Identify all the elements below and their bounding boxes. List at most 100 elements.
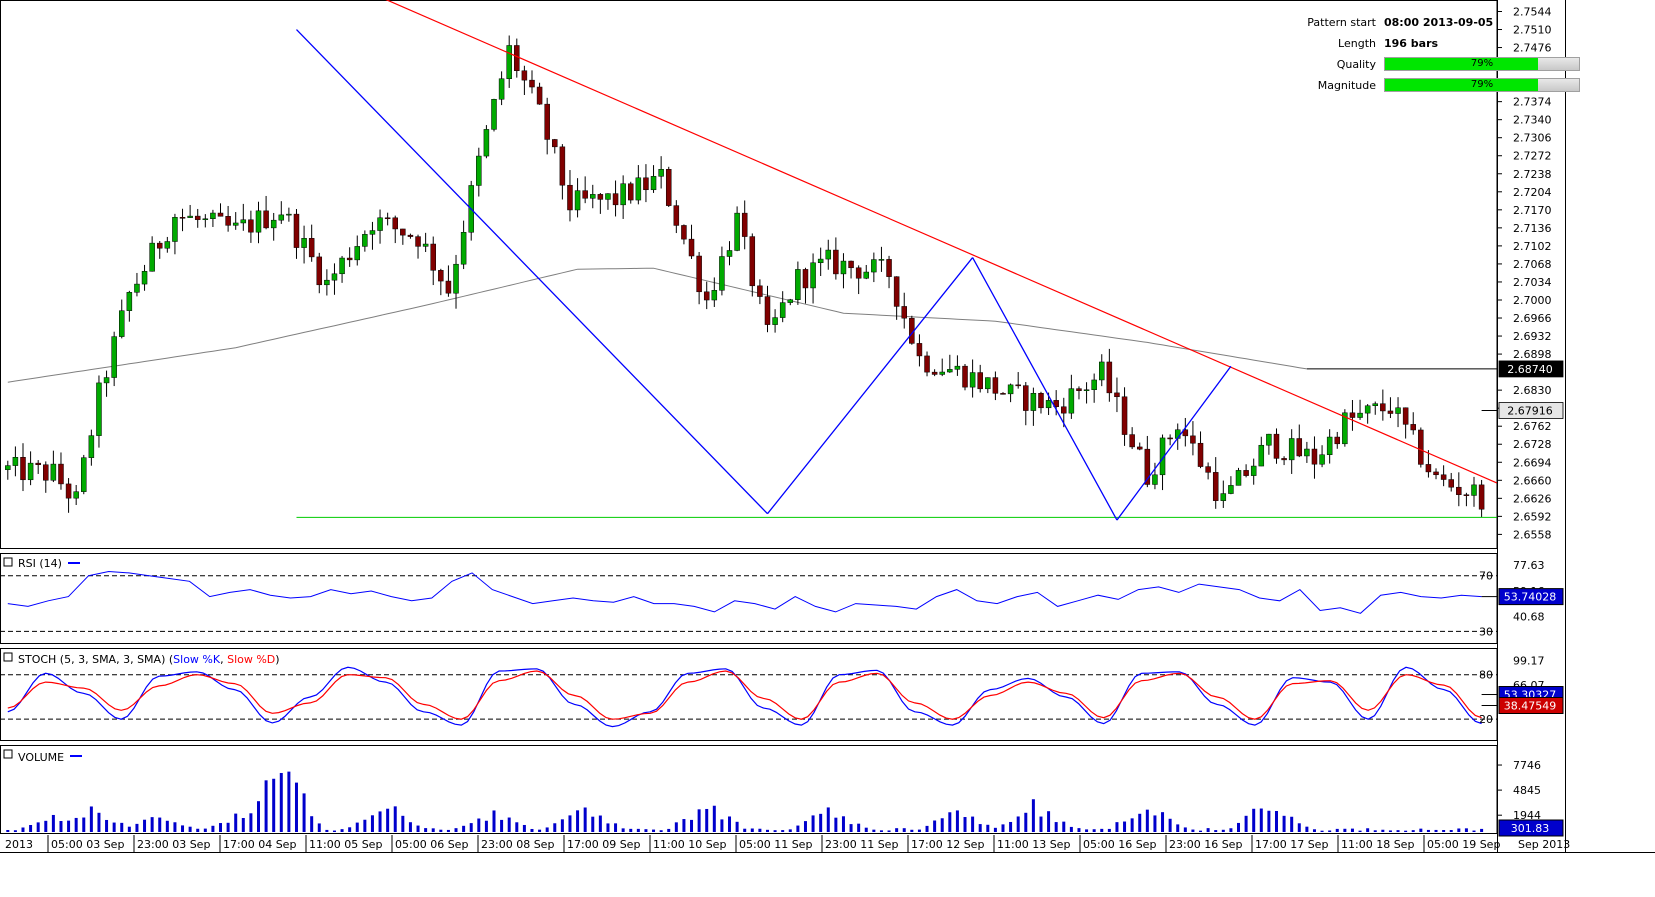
volume-bar (393, 806, 397, 832)
quality-bar: 79% (1384, 57, 1580, 71)
pattern-lines (296, 0, 1498, 521)
volume-bar (1107, 828, 1111, 832)
rsi-tick-label: 77.63 (1513, 559, 1545, 572)
volume-bar (1343, 828, 1347, 832)
candle-body (1007, 384, 1014, 395)
candle-body (1190, 435, 1196, 444)
candle-body (559, 146, 566, 186)
candle-body (498, 78, 505, 100)
candle-body (688, 238, 695, 257)
candle-body (506, 45, 512, 79)
candle-body (422, 243, 429, 247)
volume-bar (1145, 809, 1149, 832)
volume-bar (583, 807, 587, 832)
volume-bar (629, 828, 633, 832)
volume-bar (864, 827, 868, 832)
volume-tick-label: 4845 (1513, 784, 1541, 797)
volume-bar (332, 830, 336, 832)
volume-bar (1259, 808, 1263, 832)
pattern-start-row: Pattern start 08:00 2013-09-05 (1290, 12, 1570, 33)
volume-bar (67, 820, 71, 832)
volume-bar (348, 827, 352, 832)
volume-bar (203, 828, 207, 832)
time-tick-label: 11:00 13 Sep (997, 838, 1070, 851)
price-tick-label: 2.6660 (1513, 474, 1552, 487)
candle-body (1053, 400, 1059, 408)
volume-bar (1290, 816, 1294, 832)
candle-body (1106, 361, 1113, 394)
candle-body (119, 310, 125, 337)
volume-bar (735, 821, 739, 832)
rsi-level-label: 30 (1479, 625, 1493, 638)
volume-tick-label: 7746 (1513, 759, 1541, 772)
volume-bar (416, 825, 420, 832)
length-value: 196 bars (1384, 37, 1439, 50)
time-axis: 2013 05:00 03 Sep 23:00 03 Sep 17:00 04 Sep… (5, 835, 1570, 852)
candle-body (103, 377, 110, 384)
candle-body (58, 463, 64, 485)
volume-bar (477, 818, 481, 832)
volume-bar (127, 826, 131, 832)
volume-bar (401, 815, 405, 832)
volume-bar (1237, 822, 1241, 832)
candle-body (939, 371, 945, 375)
candle-body (278, 214, 285, 221)
candle-body (1114, 392, 1120, 398)
volume-bar (1388, 830, 1392, 832)
candle-body (536, 86, 543, 105)
candle-body (415, 236, 421, 247)
candle-body (757, 285, 763, 297)
volume-bar (728, 816, 732, 832)
volume-bar (287, 771, 291, 832)
quality-bar-fill (1385, 58, 1539, 70)
time-tick-label: 23:00 03 Sep (137, 838, 210, 851)
candle-body (5, 465, 11, 470)
price-tick-label: 2.7204 (1513, 186, 1552, 199)
volume-bar (872, 829, 876, 832)
volume-bar (1358, 830, 1362, 832)
candle-body (491, 99, 497, 130)
candle-body (316, 256, 323, 286)
volume-bar (226, 822, 230, 832)
candle-body (741, 212, 748, 237)
candle-body (1395, 407, 1401, 414)
volume-bar (1282, 815, 1286, 832)
volume-bar (317, 823, 321, 832)
volume-bar (462, 825, 466, 832)
volume-bar (1312, 829, 1316, 832)
candle-body (1273, 433, 1280, 459)
volume-bar (750, 828, 754, 832)
candle-body (711, 290, 718, 301)
ma-value-tag-label: 2.68740 (1507, 363, 1553, 376)
volume-bar (431, 828, 435, 832)
volume-bar (834, 817, 838, 832)
candle-body (483, 129, 490, 157)
volume-bar (1252, 808, 1256, 832)
volume-bar (165, 820, 169, 832)
quality-label: Quality (1336, 58, 1376, 71)
volume-bar (993, 827, 997, 832)
price-tick-label: 2.7068 (1513, 258, 1552, 271)
candle-body (749, 236, 756, 287)
time-tick-label: 23:00 08 Sep (481, 838, 554, 851)
candle-body (453, 263, 459, 294)
candle-body (855, 267, 862, 279)
pattern-info-box: Pattern start 08:00 2013-09-05 Length 19… (1290, 12, 1580, 96)
volume-bar (743, 828, 747, 832)
volume-bar (682, 819, 686, 832)
candle-body (878, 259, 885, 261)
volume-bar (6, 829, 10, 832)
volume-panel: 7746 4845 1944 VOLUME 301.83 (3, 749, 1564, 837)
candle-body (658, 169, 664, 177)
candle-body (514, 45, 520, 71)
candle-body (12, 457, 19, 466)
volume-bar (89, 806, 93, 832)
candle-body (840, 260, 847, 275)
candle-body (1387, 410, 1394, 414)
volume-bar (963, 817, 967, 832)
stoch-legend-d: Slow %D (227, 653, 275, 666)
volume-bar (857, 823, 861, 832)
volume-bar (895, 828, 899, 832)
volume-bar (294, 782, 298, 832)
candle-body (764, 296, 771, 325)
